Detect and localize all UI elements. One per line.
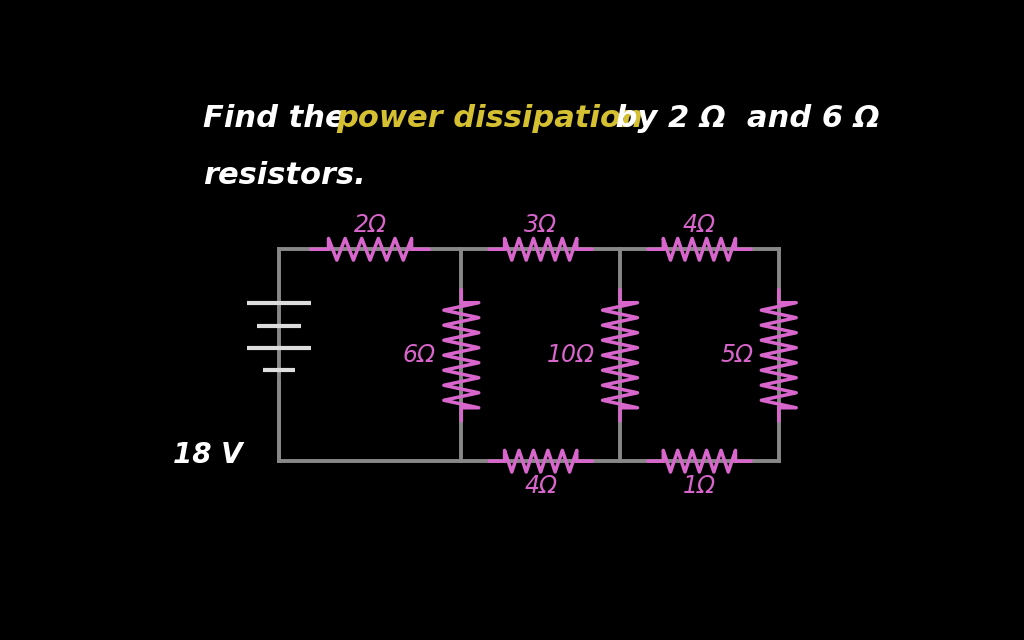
Text: resistors.: resistors.: [204, 161, 367, 190]
Text: 5Ω: 5Ω: [720, 343, 754, 367]
Text: 3Ω: 3Ω: [524, 213, 557, 237]
Text: Find the: Find the: [204, 104, 356, 133]
Text: 18 V: 18 V: [173, 442, 243, 470]
Text: power dissipation: power dissipation: [337, 104, 643, 133]
Text: 10Ω: 10Ω: [547, 343, 595, 367]
Text: by 2 Ω  and 6 Ω: by 2 Ω and 6 Ω: [605, 104, 880, 133]
Text: 2Ω: 2Ω: [353, 213, 386, 237]
Text: 1Ω: 1Ω: [683, 474, 716, 497]
Text: 4Ω: 4Ω: [683, 213, 716, 237]
Text: 6Ω: 6Ω: [402, 343, 436, 367]
Text: 4Ω: 4Ω: [524, 474, 557, 497]
